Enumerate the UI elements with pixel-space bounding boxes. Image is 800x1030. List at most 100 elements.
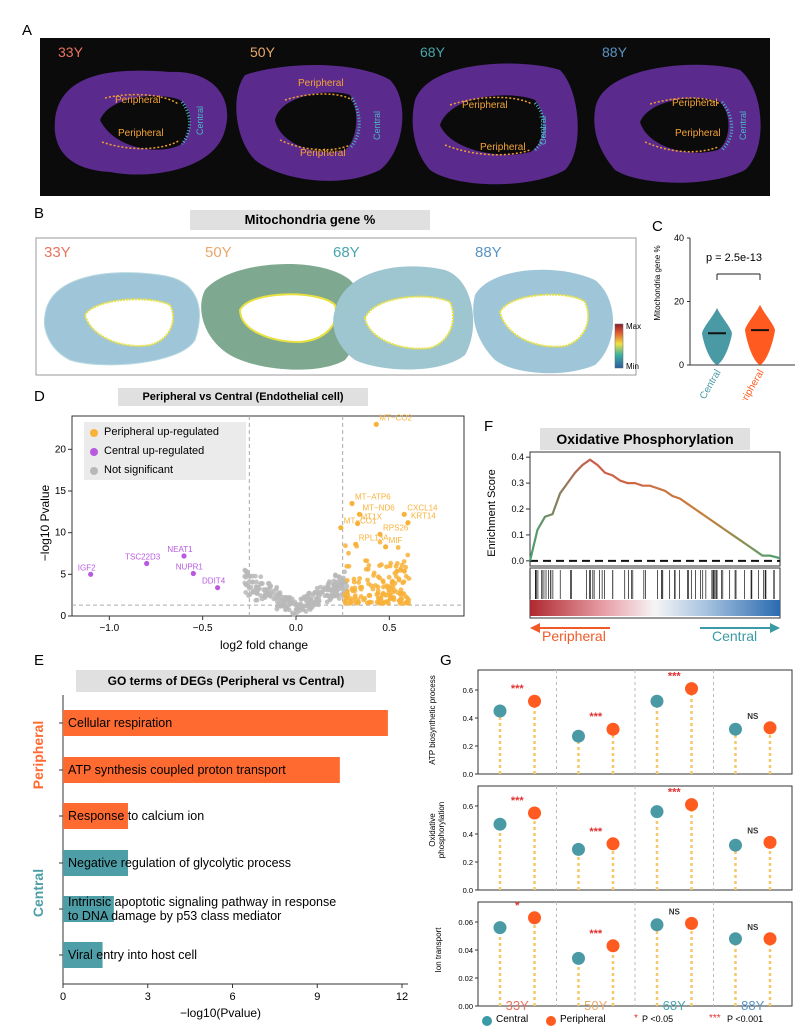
lollipop-dot-peripheral [685, 682, 699, 696]
volcano-gene-label: MT−CO1 [344, 517, 377, 526]
volcano-legend [84, 422, 246, 480]
region-label-peripheral: Peripheral [672, 98, 718, 109]
lollipop-y-tick-label: 0.0 [463, 770, 473, 779]
volcano-point-ns [272, 592, 278, 597]
age-label-68y: 68Y [420, 44, 445, 60]
panel-c-label: C [652, 218, 663, 235]
volcano-point-up [380, 584, 386, 590]
g-legend-star1: * [634, 1013, 638, 1024]
violin-y-tick-label: 0 [679, 360, 684, 370]
gsea-peripheral-label: Peripheral [542, 628, 606, 644]
region-label-peripheral: Peripheral [298, 78, 344, 89]
volcano-gene-label: TSC22D3 [125, 553, 161, 562]
volcano-point-ns [333, 572, 338, 578]
volcano-point-up [380, 578, 386, 584]
lollipop-dot-central [493, 921, 507, 935]
lollipop-panel-frame [477, 901, 793, 1007]
lollipop-dot-central [650, 918, 664, 932]
volcano-point-labeled [353, 541, 359, 547]
volcano-point-up [344, 578, 350, 583]
volcano-point-labeled [383, 544, 389, 550]
lollipop-y-tick-label: 0.04 [458, 946, 473, 955]
lollipop-dot-central [571, 842, 585, 856]
b-age-33y: 33Y [44, 244, 71, 261]
gsea-y-tick-label: 0.4 [511, 452, 524, 462]
volcano-gene-label: MT−ATP6 [355, 493, 391, 502]
volcano-gene-label: NUPR1 [176, 563, 204, 572]
volcano-point-labeled [88, 571, 94, 577]
volcano-point-up [406, 576, 412, 581]
volcano-point-ns [294, 606, 299, 612]
legend-up-dot [90, 429, 98, 437]
volcano-point-ns [261, 587, 266, 593]
go-x-tick-label: 0 [60, 991, 66, 1003]
go-bar [63, 896, 114, 922]
volcano-point-up [374, 591, 380, 597]
volcano-point-labeled [338, 525, 344, 531]
region-label-peripheral: Peripheral [115, 95, 161, 106]
volcano-point-ns [332, 585, 337, 590]
lollipop-dot-peripheral [528, 806, 542, 820]
volcano-point-ns [263, 592, 269, 598]
volcano-point-ns [243, 582, 249, 588]
panel-d-title: Peripheral vs Central (Endothelial cell) [118, 388, 368, 406]
legend-down-label: Central up-regulated [104, 445, 205, 457]
volcano-point-up [346, 550, 351, 556]
volcano-point-ns [284, 605, 290, 611]
volcano-point-ns [258, 580, 264, 586]
lollipop-dot-peripheral [528, 694, 542, 708]
lollipop-age-label: 50Y [584, 998, 607, 1013]
panel-g-label: G [440, 652, 452, 669]
volcano-point-ns [290, 610, 295, 616]
volcano-gene-label: DDIT4 [202, 577, 226, 586]
legend-down-dot [90, 448, 98, 456]
g-legend-star3: *** [709, 1013, 721, 1024]
volcano-point-ns [330, 593, 336, 599]
lollipop-significance: NS [747, 826, 759, 835]
volcano-point-ns [344, 583, 350, 589]
lollipop-significance: *** [511, 795, 525, 807]
panel-f-label: F [484, 418, 494, 435]
volcano-x-tick-label: −0.5 [193, 623, 213, 634]
volcano-point-ns [256, 585, 262, 591]
volcano-gene-label: MT−ND6 [362, 503, 395, 512]
lollipop-y-tick-label: 0.4 [463, 714, 473, 723]
go-xlabel: −log10(Pvalue) [180, 1006, 262, 1020]
volcano-gene-label: MIF [389, 536, 403, 545]
age-label-50y: 50Y [250, 44, 275, 60]
volcano-point-up [351, 576, 357, 582]
volcano-point-ns [287, 600, 293, 606]
volcano-point-ns [298, 596, 304, 602]
lollipop-age-label: 88Y [741, 998, 764, 1013]
tissue-68y [412, 63, 578, 185]
volcano-point-up [394, 569, 400, 575]
lollipop-age-label: 33Y [506, 998, 529, 1013]
volcano-point-ns [243, 590, 249, 595]
volcano-point-up [405, 595, 410, 601]
tissue-33y [54, 70, 228, 175]
g-legend-peripheral-dot [546, 1016, 556, 1026]
lollipop-dot-peripheral [763, 932, 777, 946]
volcano-point-ns [273, 595, 279, 601]
volcano-point-up [386, 574, 392, 580]
volcano-point-labeled [401, 511, 407, 517]
lollipop-significance: * [515, 900, 520, 912]
panel-e-label: E [34, 652, 45, 669]
legend-up-label: Peripheral up-regulated [104, 426, 219, 438]
volcano-point-up [390, 584, 396, 590]
violin-y-tick-label: 40 [674, 233, 684, 243]
volcano-point-up [359, 584, 365, 590]
volcano-point-ns [246, 579, 252, 585]
volcano-point-up [363, 566, 369, 572]
lollipop-significance: *** [589, 928, 603, 940]
region-label-peripheral: Peripheral [675, 128, 721, 139]
volcano-point-ns [342, 569, 347, 575]
volcano-point-ns [258, 593, 263, 598]
volcano-point-ns [243, 568, 249, 574]
go-bar [63, 803, 128, 829]
lollipop-dot-central [728, 722, 742, 736]
violin-y-tick-label: 20 [674, 297, 684, 307]
go-term-label: Response to calcium ion [68, 809, 204, 823]
volcano-point-up [394, 561, 400, 566]
age-label-88y: 88Y [602, 44, 627, 60]
